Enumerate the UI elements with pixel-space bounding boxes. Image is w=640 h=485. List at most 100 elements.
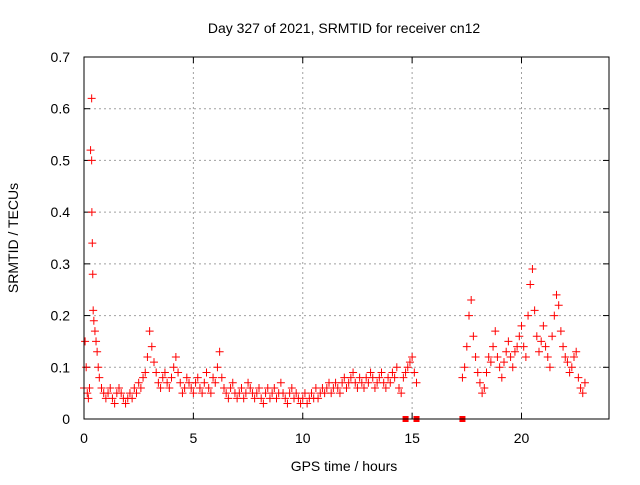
data-point: [106, 383, 115, 392]
data-point: [532, 332, 541, 341]
data-point: [480, 383, 489, 392]
data-point: [206, 389, 215, 398]
data-point: [239, 394, 248, 403]
data-point: [270, 383, 279, 392]
data-point: [524, 311, 533, 320]
data-point: [528, 265, 537, 274]
data-point: [386, 378, 395, 387]
data-point: [541, 342, 550, 351]
data-point: [469, 332, 478, 341]
x-tick-label: 0: [80, 430, 88, 446]
data-point: [397, 389, 406, 398]
data-point: [94, 363, 103, 372]
x-tick-label: 10: [295, 430, 311, 446]
data-point: [482, 368, 491, 377]
data-point: [83, 389, 92, 398]
data-point: [117, 389, 126, 398]
y-tick-label: 0.7: [51, 49, 71, 65]
data-point: [388, 368, 397, 377]
y-tick-label: 0: [62, 411, 70, 427]
data-point: [174, 368, 183, 377]
data-point: [226, 383, 235, 392]
data-point: [257, 394, 266, 403]
data-point: [491, 327, 500, 336]
data-point: [160, 368, 169, 377]
data-point: [360, 383, 368, 392]
data-point: [412, 378, 421, 387]
data-point: [189, 389, 198, 398]
data-point: [292, 389, 301, 398]
y-tick-label: 0.1: [51, 359, 71, 375]
data-point: [217, 373, 226, 382]
data-point: [537, 337, 546, 346]
data-point: [565, 368, 574, 377]
data-point: [517, 321, 526, 330]
data-point: [489, 342, 498, 351]
data-point: [104, 389, 113, 398]
data-point: [506, 352, 515, 361]
data-point: [152, 368, 161, 377]
data-point: [399, 373, 408, 382]
data-point: [462, 342, 471, 351]
x-axis-label: GPS time / hours: [291, 458, 398, 474]
data-point: [543, 352, 552, 361]
data-point: [84, 394, 93, 403]
data-point: [89, 316, 98, 325]
data-point: [370, 383, 379, 392]
data-point: [535, 347, 543, 356]
data-point: [526, 280, 535, 289]
data-point: [85, 383, 94, 392]
data-point: [213, 363, 222, 372]
y-tick-labels: 0 0.1 0.2 0.3 0.4 0.5 0.6 0.7: [51, 49, 71, 427]
data-point: [167, 373, 176, 382]
data-point: [392, 363, 401, 372]
data-point: [495, 363, 504, 372]
data-point: [500, 358, 508, 367]
data-point: [364, 378, 373, 387]
data-point: [519, 342, 528, 351]
x-tick-label: 5: [189, 430, 197, 446]
x-tick-label: 20: [514, 430, 530, 446]
data-point: [486, 358, 495, 367]
data-point: [89, 306, 98, 315]
data-point: [150, 358, 158, 367]
data-point: [163, 378, 172, 387]
data-point: [193, 373, 202, 382]
data-point: [204, 383, 213, 392]
data-point: [176, 378, 185, 387]
data-point: [143, 352, 152, 361]
data-point: [272, 394, 281, 403]
data-point: [395, 383, 403, 392]
y-tick-label: 0.2: [51, 308, 71, 324]
data-point: [276, 378, 285, 387]
data-point: [281, 394, 290, 403]
data-point: [375, 373, 384, 382]
data-point: [121, 399, 130, 408]
data-point: [346, 373, 355, 382]
data-point: [252, 389, 261, 398]
data-point: [410, 368, 419, 377]
data-point: [246, 383, 255, 392]
data-point: [580, 378, 589, 387]
data-point: [154, 378, 163, 387]
data-point: [465, 311, 473, 320]
data-point: [401, 368, 410, 377]
data-point: [561, 352, 570, 361]
data-point: [147, 342, 156, 351]
x-tick-label: 15: [404, 430, 420, 446]
data-point: [182, 373, 191, 382]
data-point: [484, 352, 493, 361]
data-point: [283, 399, 292, 408]
grid-lines: [84, 57, 609, 419]
data-point: [191, 378, 200, 387]
x-tick-labels: 0 5 10 15 20: [80, 430, 529, 446]
data-point: [110, 399, 119, 408]
data-point: [178, 389, 187, 398]
data-point: [139, 373, 148, 382]
data-point: [478, 389, 487, 398]
plot-frame: [83, 56, 610, 420]
data-point: [128, 394, 137, 403]
data-point: [578, 389, 587, 398]
